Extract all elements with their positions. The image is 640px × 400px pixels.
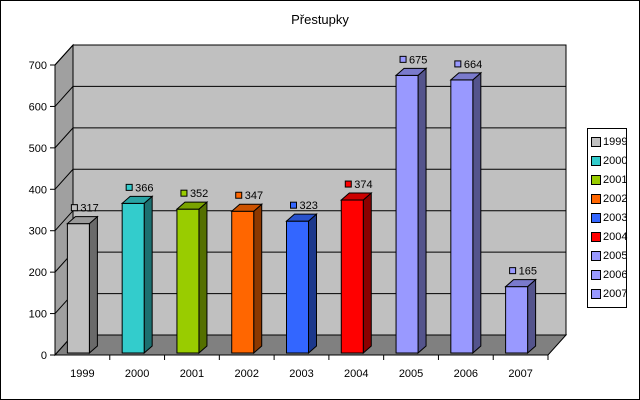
legend-item: 2002 [591,192,627,206]
bar [286,220,309,354]
bar-side [198,201,208,355]
y-tick-label: 400 [29,184,47,196]
bar [340,199,364,354]
chart-legend: 1999 2000 2001 2002 2003 2004 2005 2006 2007 [587,128,627,308]
y-tick-label: 200 [29,267,47,279]
legend-label: 2005 [603,250,628,262]
legend-label: 2003 [603,212,628,224]
x-tick-label: 2002 [234,368,258,380]
legend-item: 2003 [591,211,627,225]
data-label-key [399,55,407,63]
data-label-key [70,204,78,212]
legend-item: 2007 [591,287,627,301]
data-label: 374 [354,179,372,191]
bar-side [143,195,153,355]
y-tick-label: 500 [29,143,47,155]
gridline [54,44,566,66]
legend-label: 2004 [603,231,628,243]
data-label: 352 [190,188,208,200]
y-tick-label: 100 [29,309,47,321]
legend-item: 2000 [591,154,627,168]
bar [395,74,419,354]
bar [66,223,90,354]
bar-side [472,71,482,355]
bar [505,286,529,354]
data-label: 366 [135,182,153,194]
data-label-key [235,191,243,199]
legend-swatch [591,251,601,261]
bar-side [253,203,263,355]
legend-item: 2006 [591,268,627,282]
data-label-key [290,201,297,209]
bar-top [285,213,318,222]
legend-swatch [591,137,601,147]
data-label: 323 [300,200,318,212]
bar-side [527,278,537,355]
data-label-key [125,183,133,191]
back-wall [72,44,567,336]
data-label: 664 [464,59,482,71]
bar-top [394,67,428,76]
x-tick-label: 2006 [454,368,478,380]
legend-label: 2000 [603,155,628,167]
x-tick-label: 1999 [70,368,94,380]
legend-item: 2005 [591,249,627,263]
y-tick-label: 700 [29,60,47,72]
data-label: 165 [519,266,537,278]
legend-label: 2001 [603,174,628,186]
bar-top [120,195,154,204]
legend-label: 2002 [603,193,628,205]
y-tick-label: 300 [29,226,47,238]
bar-top [339,192,373,201]
data-label: 675 [409,54,427,66]
legend-swatch [591,232,601,242]
legend-label: 2007 [603,288,628,300]
data-label: 317 [80,203,98,215]
legend-swatch [591,270,601,280]
bar-top [504,279,537,288]
legend-item: 2004 [591,230,627,244]
legend-swatch [591,175,601,185]
x-tick-label: 2003 [289,368,313,380]
legend-label: 1999 [603,136,628,148]
legend-swatch [591,156,601,166]
x-tick-label: 2005 [399,368,423,380]
bar-side [308,213,317,355]
legend-swatch [591,213,601,223]
x-tick-label: 2007 [508,368,532,380]
bar-top [66,216,99,225]
x-tick-label: 2001 [180,368,204,380]
data-label-key [454,60,462,68]
legend-item: 2001 [591,173,627,187]
bar [121,202,145,354]
data-label-key [180,189,188,197]
legend-swatch [591,194,601,204]
bar-side [88,215,98,355]
x-tick-label: 2004 [344,368,368,380]
bar-top [175,201,209,210]
legend-label: 2006 [603,269,628,281]
bar [176,208,200,354]
x-tick-label: 2000 [125,368,149,380]
y-tick-label: 600 [29,101,47,113]
y-tick-label: 0 [41,350,47,362]
bar-side [417,67,427,355]
legend-swatch [591,289,601,299]
bar-top [449,72,483,81]
data-label-key [509,267,517,275]
data-label: 347 [245,190,263,202]
bar [231,210,255,354]
bar-top [230,203,264,212]
bar [450,79,474,354]
chart-title: Přestupky [291,12,349,27]
bar-side [362,191,372,355]
legend-item: 1999 [591,135,627,149]
data-label-key [344,180,352,188]
